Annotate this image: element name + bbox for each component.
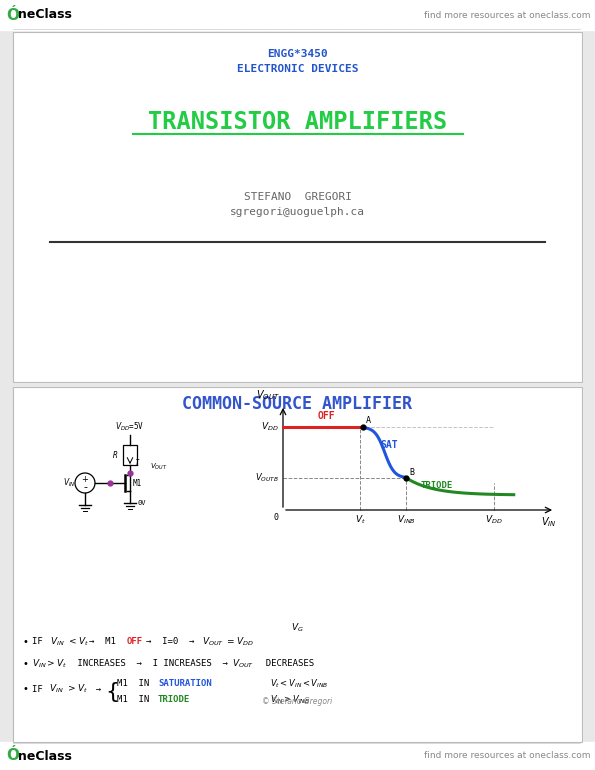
- Text: M1  IN: M1 IN: [117, 679, 160, 688]
- Text: $V_{OUT}$: $V_{OUT}$: [202, 636, 224, 648]
- Text: IF: IF: [32, 685, 54, 694]
- Text: +: +: [82, 476, 89, 484]
- Text: $V_{IN}$: $V_{IN}$: [62, 477, 76, 489]
- Bar: [0, 0, 595, 30]
- Text: M1: M1: [133, 478, 142, 487]
- Text: $V_{OUT}$: $V_{OUT}$: [232, 658, 254, 670]
- Text: →: →: [85, 685, 112, 694]
- Text: COMMON-SOURCE AMPLIFIER: COMMON-SOURCE AMPLIFIER: [183, 395, 412, 413]
- Text: ENGG*3450: ENGG*3450: [267, 49, 328, 59]
- Text: $> V_t$: $> V_t$: [66, 683, 88, 695]
- Text: $V_G$: $V_G$: [291, 621, 304, 634]
- Text: $V_t$: $V_t$: [355, 513, 365, 525]
- Text: →  M1: → M1: [89, 638, 127, 647]
- Text: -: -: [83, 482, 87, 492]
- Text: {: {: [105, 682, 119, 702]
- Text: $V_{IN}$: $V_{IN}$: [50, 636, 65, 648]
- Text: $= V_{DD}$: $= V_{DD}$: [225, 636, 253, 648]
- Text: •: •: [22, 684, 28, 694]
- Text: sgregori@uoguelph.ca: sgregori@uoguelph.ca: [230, 207, 365, 217]
- Text: $V_{IN}$: $V_{IN}$: [49, 683, 64, 695]
- Text: © Stefano Gregori: © Stefano Gregori: [262, 698, 333, 707]
- Text: $V_{DD}$: $V_{DD}$: [261, 420, 279, 434]
- Text: •: •: [22, 637, 28, 647]
- Text: 0: 0: [274, 513, 279, 522]
- Text: ELECTRONIC DEVICES: ELECTRONIC DEVICES: [237, 64, 358, 74]
- Text: B: B: [409, 468, 414, 477]
- Text: Ó: Ó: [6, 8, 19, 22]
- Text: 0V: 0V: [138, 500, 146, 506]
- Bar: [13, 387, 582, 742]
- Text: INCREASES  →  I INCREASES  →: INCREASES → I INCREASES →: [72, 659, 239, 668]
- Text: $V_{OUTB}$: $V_{OUTB}$: [255, 472, 279, 484]
- Text: $V_t < V_{IN} < V_{INB}$: $V_t < V_{IN} < V_{INB}$: [270, 678, 328, 690]
- Text: $V_{IN} > V_{INB}$: $V_{IN} > V_{INB}$: [270, 694, 310, 706]
- Text: A: A: [366, 416, 371, 425]
- Text: I: I: [135, 458, 140, 467]
- Text: neClass: neClass: [18, 8, 72, 22]
- Text: TRIODE: TRIODE: [420, 481, 453, 490]
- Text: STEFANO  GREGORI: STEFANO GREGORI: [243, 192, 352, 202]
- Text: $V_{OUT}$: $V_{OUT}$: [256, 388, 280, 402]
- Text: neClass: neClass: [18, 749, 72, 762]
- Text: SATURATION: SATURATION: [158, 679, 212, 688]
- Text: TRIODE: TRIODE: [158, 695, 190, 705]
- Text: $V_{IN}$: $V_{IN}$: [541, 515, 557, 529]
- Bar: [0, 742, 595, 770]
- Text: $V_{DD}$: $V_{DD}$: [485, 513, 503, 525]
- Text: $V_{IN}$$>$$V_t$: $V_{IN}$$>$$V_t$: [32, 658, 67, 670]
- Text: •: •: [22, 659, 28, 669]
- Text: →  I=0  →: → I=0 →: [146, 638, 205, 647]
- Text: find more resources at oneclass.com: find more resources at oneclass.com: [424, 11, 590, 19]
- Bar: [13, 32, 582, 382]
- Text: Ó: Ó: [6, 748, 19, 764]
- Text: $V_{OUT}$: $V_{OUT}$: [150, 462, 168, 472]
- Bar: [13, 32, 582, 382]
- Text: $V_{INB}$: $V_{INB}$: [397, 513, 416, 525]
- Text: R: R: [114, 450, 118, 460]
- Bar: [123, 445, 137, 465]
- Text: TRANSISTOR AMPLIFIERS: TRANSISTOR AMPLIFIERS: [148, 110, 447, 134]
- Text: OFF: OFF: [318, 411, 336, 421]
- Text: DECREASES: DECREASES: [255, 659, 314, 668]
- Text: SAT: SAT: [380, 440, 397, 450]
- Text: M1  IN: M1 IN: [117, 695, 160, 705]
- Text: $< V_t$: $< V_t$: [67, 636, 89, 648]
- Text: find more resources at oneclass.com: find more resources at oneclass.com: [424, 752, 590, 761]
- Text: $V_{DD}$=5V: $V_{DD}$=5V: [115, 420, 145, 434]
- Bar: [13, 387, 582, 742]
- Text: IF: IF: [32, 638, 54, 647]
- Text: OFF: OFF: [127, 638, 143, 647]
